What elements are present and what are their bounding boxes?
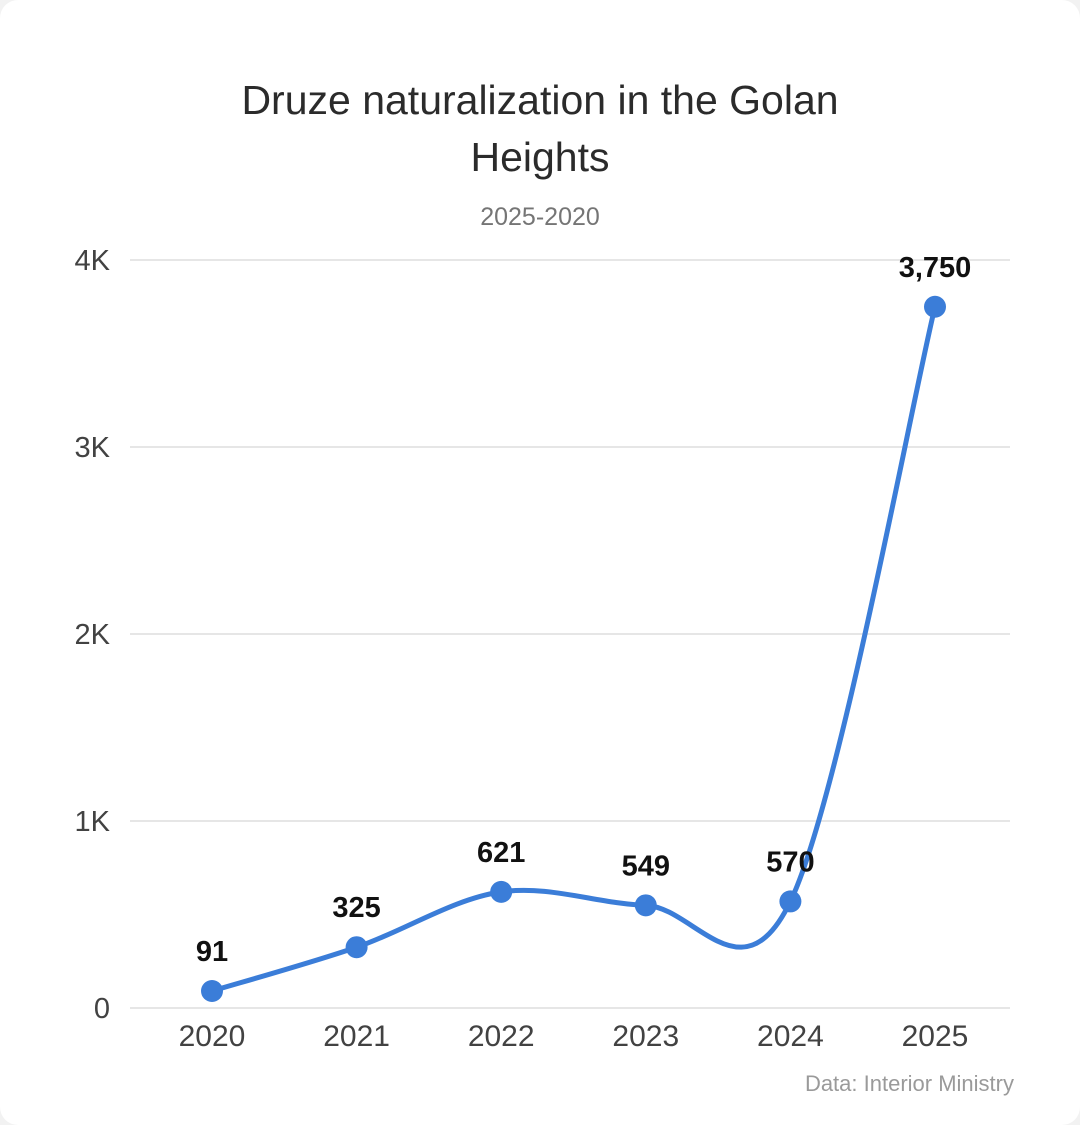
data-point-marker-2025[interactable] (924, 295, 946, 318)
y-axis-tick-label: 0 (94, 993, 110, 1025)
chart-subtitle: 2025-2020 (480, 203, 600, 232)
x-axis-tick-label: 2022 (468, 1020, 535, 1053)
x-axis-tick-label: 2025 (902, 1020, 969, 1053)
data-point-label-2024: 570 (766, 847, 814, 879)
series-line (209, 304, 938, 994)
data-point-marker-2022[interactable] (490, 881, 513, 904)
chart-header: Druze naturalization in the Golan Height… (0, 0, 1080, 232)
chart-source-note: Data: Interior Ministry (804, 1071, 1014, 1096)
data-point-label-2022: 621 (477, 837, 525, 869)
y-axis-tick-label: 2K (75, 619, 111, 651)
data-point-label-2025: 3,750 (899, 252, 972, 284)
line-chart: 0 1K 2K 3K 4K 2020 2021 2022 2023 2024 2025 91 325 62… (75, 245, 1010, 1053)
x-axis-tick-label: 2023 (612, 1020, 679, 1053)
data-point-marker-2023[interactable] (634, 894, 657, 917)
x-axis-tick-label: 2021 (323, 1020, 390, 1053)
data-point-label-2020: 91 (196, 936, 228, 968)
data-point-marker-2021[interactable] (345, 936, 368, 959)
chart-title: Druze naturalization in the Golan Height… (241, 77, 839, 180)
y-axis-tick-label: 1K (75, 806, 111, 838)
x-axis-tick-label: 2020 (179, 1020, 246, 1053)
x-axis-tick-label: 2024 (757, 1020, 824, 1053)
y-axis-tick-label: 3K (75, 432, 111, 464)
data-point-label-2021: 325 (332, 892, 380, 924)
y-axis-tick-label: 4K (75, 245, 111, 277)
data-point-marker-2024[interactable] (779, 890, 802, 913)
data-point-marker-2020[interactable] (201, 980, 223, 1003)
data-point-label-2023: 549 (622, 850, 670, 882)
